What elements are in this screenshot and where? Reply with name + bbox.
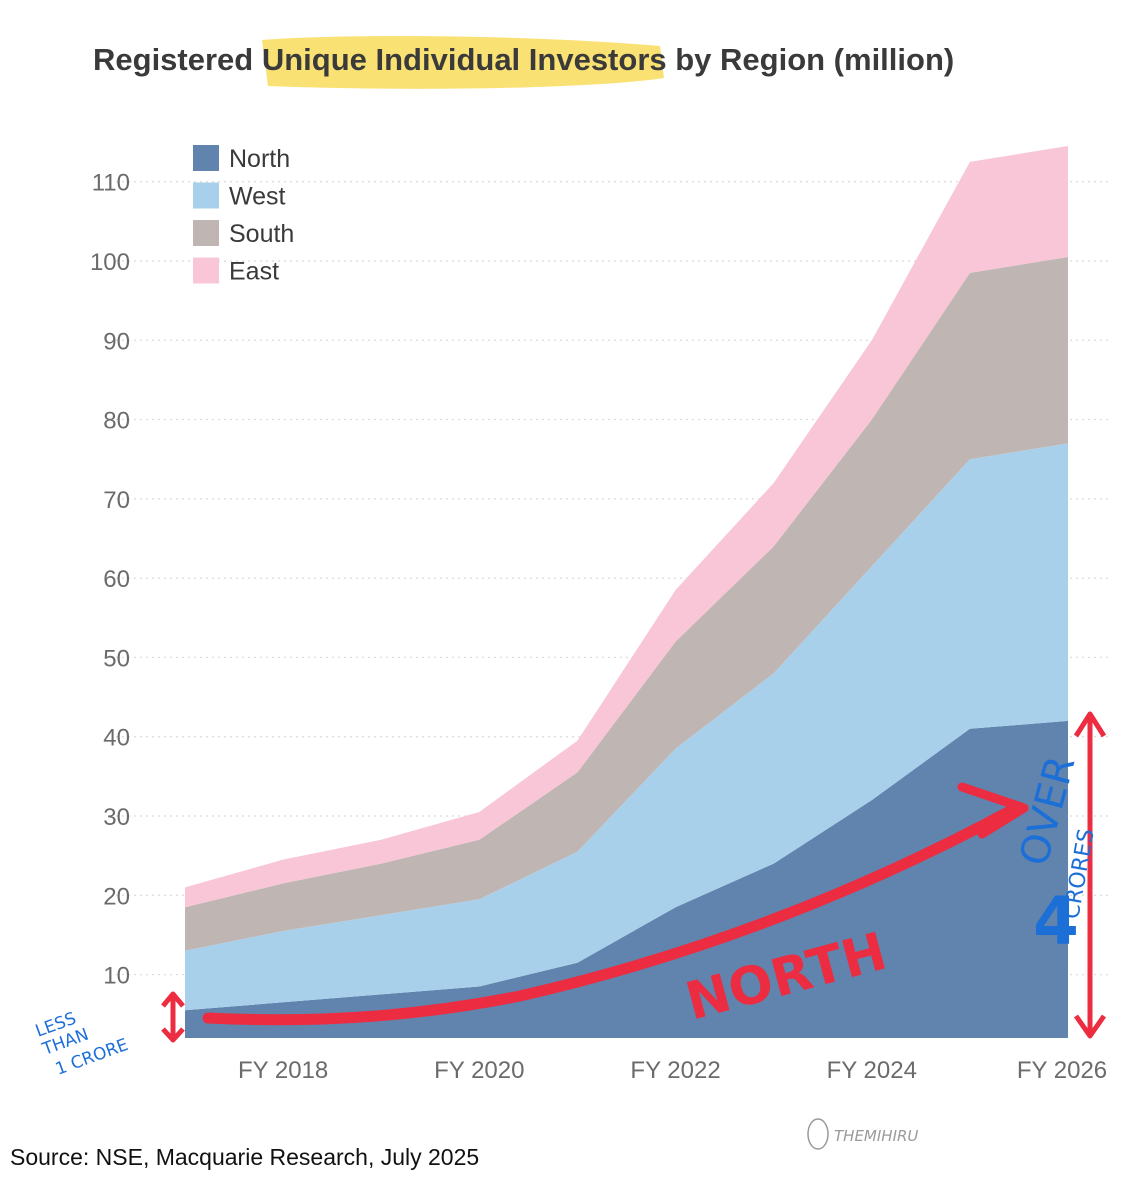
watermark-logo-icon (807, 1118, 829, 1150)
legend-label-west: West (229, 183, 286, 211)
legend-label-east: East (229, 258, 279, 286)
right-note-line-2: 4 (1033, 883, 1079, 960)
left-bracket-top-head (161, 991, 185, 1008)
legend-label-north: North (229, 145, 290, 173)
y-tick-90: 90 (103, 328, 130, 355)
source-note: Source: NSE, Macquarie Research, July 20… (10, 1144, 479, 1170)
right-bracket-top-head (1073, 711, 1107, 738)
y-tick-80: 80 (103, 408, 130, 435)
left-bracket (161, 991, 185, 1043)
x-tick-fy-2022: FY 2022 (630, 1057, 720, 1084)
north-arrow-head (957, 782, 1029, 839)
area-west (185, 443, 1068, 1011)
left-bracket-bottom-head (161, 1027, 185, 1043)
right-bracket-bottom-head (1073, 1014, 1107, 1039)
legend-swatch-north (193, 145, 219, 171)
title-highlight (262, 36, 664, 89)
area-north (185, 720, 1068, 1038)
y-tick-40: 40 (103, 725, 130, 752)
watermark: THEMIHIRU (807, 1118, 918, 1150)
y-tick-20: 20 (103, 883, 130, 910)
area-south (185, 257, 1068, 951)
legend-swatch-east (193, 257, 219, 284)
y-tick-100: 100 (90, 249, 130, 276)
north-arrow-curve (202, 804, 1018, 1026)
area-series (185, 146, 1068, 1038)
x-tick-fy-2018: FY 2018 (238, 1057, 328, 1084)
x-tick-fy-2026: FY 2026 (1017, 1057, 1107, 1084)
legend-swatch-south (193, 220, 219, 246)
y-tick-50: 50 (103, 645, 130, 672)
legend-label-south: South (229, 220, 294, 248)
right-bracket (1073, 711, 1107, 1039)
y-tick-10: 10 (103, 963, 130, 990)
area-east (185, 146, 1068, 908)
y-tick-110: 110 (92, 170, 130, 197)
chart-title: Registered Unique Individual Investors b… (93, 42, 954, 77)
x-axis-ticks: FY 2018 FY 2020 FY 2022 FY 2024 FY 2026 (238, 1057, 1107, 1084)
legend: North West South East (193, 145, 294, 286)
y-axis-ticks: 10 20 30 40 50 60 70 80 90 100 110 (90, 170, 130, 990)
x-tick-fy-2020: FY 2020 (434, 1057, 524, 1084)
x-tick-fy-2024: FY 2024 (827, 1057, 917, 1084)
y-tick-30: 30 (103, 804, 130, 831)
watermark-text: THEMIHIRU (834, 1127, 918, 1145)
y-tick-70: 70 (103, 487, 130, 514)
y-tick-60: 60 (103, 566, 130, 593)
legend-swatch-west (193, 182, 219, 209)
